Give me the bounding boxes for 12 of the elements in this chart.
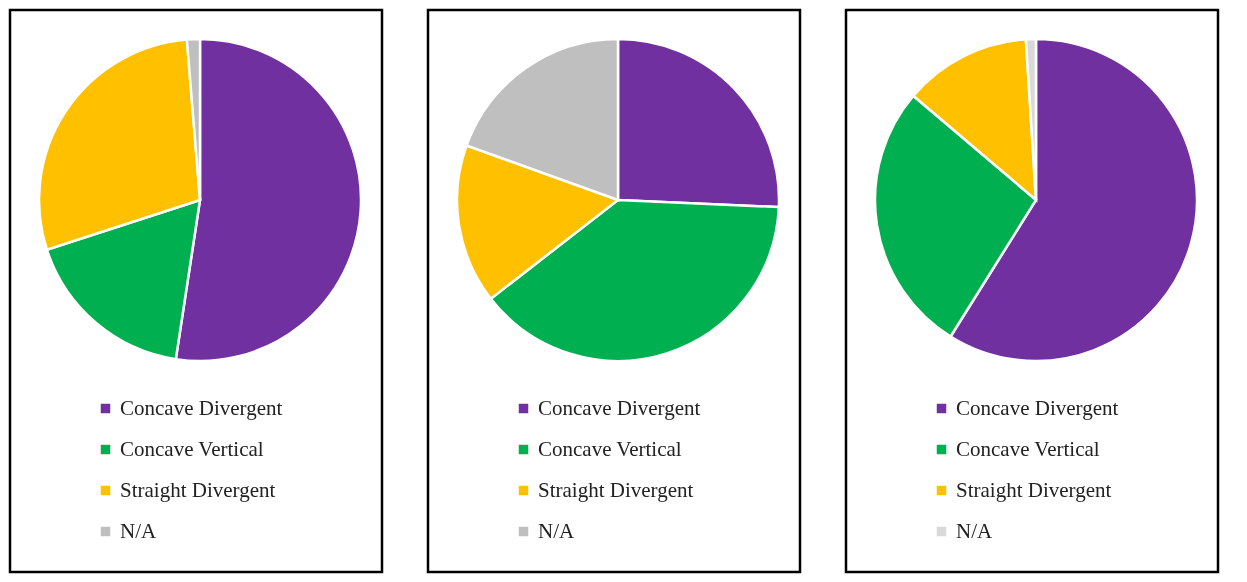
legend-label: Straight Divergent (538, 477, 694, 502)
legend-label: Concave Divergent (956, 395, 1119, 420)
legend-label: Straight Divergent (120, 477, 276, 502)
legend-label: N/A (956, 518, 993, 543)
legend-label: Straight Divergent (956, 477, 1112, 502)
legend-label: Concave Vertical (538, 436, 682, 461)
legend-label: Concave Divergent (538, 395, 701, 420)
legend-label: Concave Vertical (956, 436, 1100, 461)
legend-label: N/A (120, 518, 157, 543)
legend-label: N/A (538, 518, 575, 543)
legend-label: Concave Vertical (120, 436, 264, 461)
legend-label: Concave Divergent (120, 395, 283, 420)
